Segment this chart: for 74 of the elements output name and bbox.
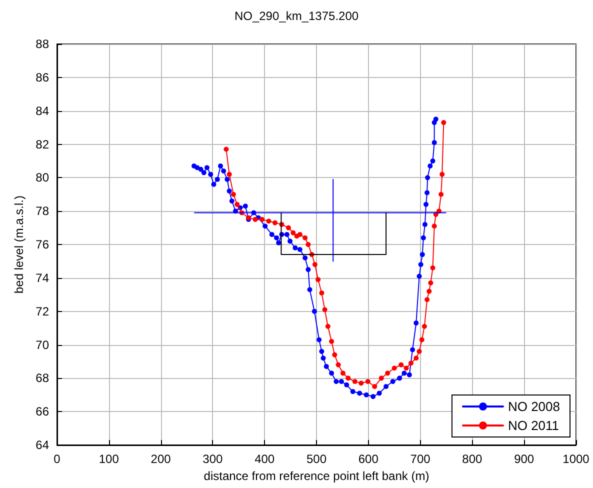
point [414,356,419,361]
point [438,192,444,197]
point [392,366,397,371]
point [266,218,272,224]
point [322,307,328,312]
point [408,360,414,366]
point [428,280,434,286]
x-tick-label: 0 [54,452,61,466]
point [272,220,278,226]
y-tick-label: 74 [36,270,50,285]
point [440,172,445,177]
point [398,362,404,368]
point [346,376,351,381]
point [378,376,384,381]
x-tick-label: 1000 [562,452,590,466]
x-tick-label: 100 [98,452,120,466]
point [224,146,229,152]
point [302,235,308,240]
point [441,120,446,126]
y-tick-label: 64 [36,438,50,452]
y-tick-label: 82 [36,137,50,152]
point [306,242,311,247]
point [332,352,338,358]
point [312,262,318,268]
x-tick-label: 200 [150,452,172,466]
y-axis-title: bed level (m.a.s.l.) [12,195,26,294]
y-tick-label: 78 [36,204,50,218]
point [432,224,437,229]
point [372,384,378,390]
legend-label: NO 2011 [508,418,560,433]
point [252,216,258,222]
y-tick-label: 68 [36,371,50,386]
point [404,366,409,371]
legend-label: NO 2008 [508,399,560,414]
point [422,324,427,329]
point [316,277,321,282]
point [329,338,334,344]
x-tick-label: 400 [254,452,275,466]
y-tick-label: 70 [36,338,50,352]
x-axis-title: distance from reference point left bank (m) [204,468,430,483]
point [319,290,324,296]
point [424,297,430,302]
point [297,232,302,237]
point [358,380,364,386]
point [325,324,330,329]
point [426,288,432,294]
x-tick-label: 700 [410,452,431,466]
y-tick-label: 72 [36,304,50,318]
x-tick-label: 600 [358,452,379,466]
point [230,192,236,197]
point [340,370,346,376]
point [286,225,291,230]
y-tick-label: 76 [36,238,50,252]
y-tick-label: 88 [36,37,50,51]
point [234,202,240,207]
point [336,362,341,368]
point [419,337,424,342]
x-tick-label: 800 [462,452,483,466]
y-tick-label: 84 [36,104,50,118]
y-tick-label: 86 [36,70,50,84]
x-tick-label: 500 [306,452,327,466]
y-tick-label: 66 [36,404,50,419]
point [290,230,296,236]
point [226,172,232,177]
point [260,216,265,222]
x-tick-label: 300 [202,452,224,466]
point [385,370,390,376]
x-tick-label: 900 [514,452,534,466]
y-tick-label: 80 [36,170,50,185]
point [352,379,358,384]
point [430,265,436,270]
chart-title: NO_290_km_1375.200 [234,9,359,23]
point [416,348,422,354]
point [365,379,370,384]
